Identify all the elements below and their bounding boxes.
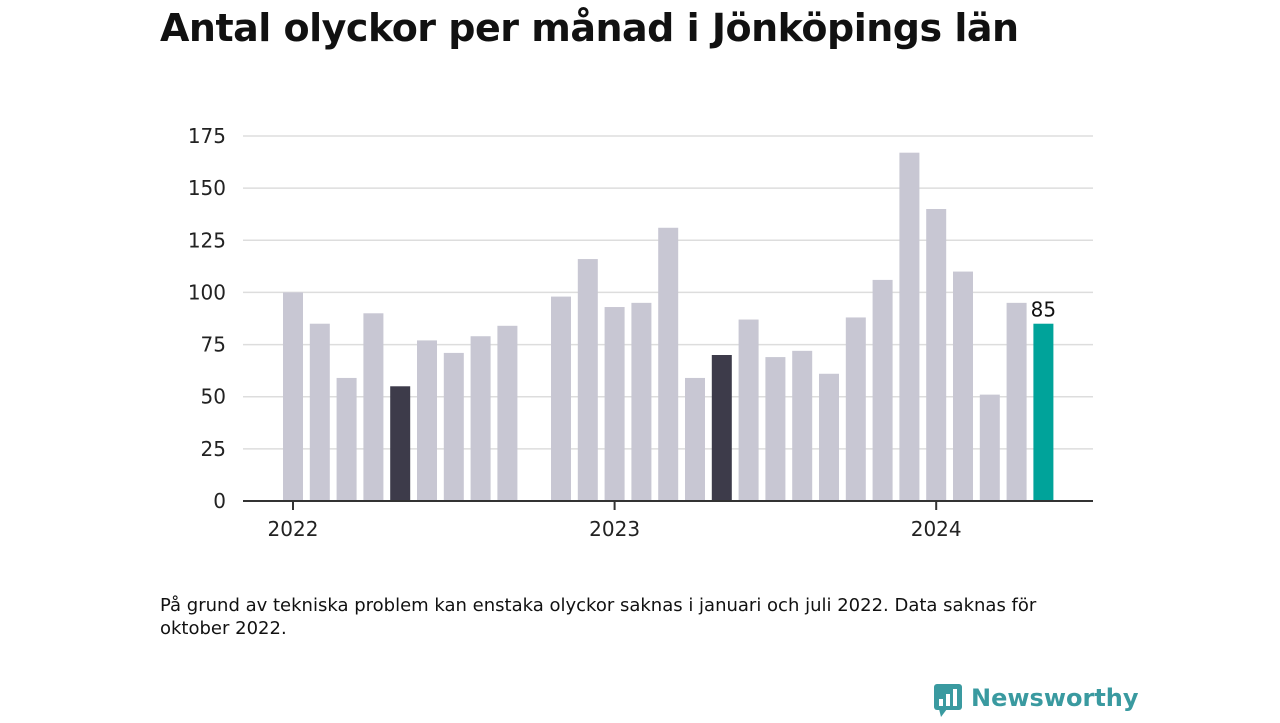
data-labels: 85 (1031, 298, 1056, 322)
bars (283, 152, 1054, 501)
bar-2023-02 (631, 302, 652, 501)
bar-2023-03 (658, 227, 679, 501)
bar-2022-09 (497, 325, 518, 501)
bar-2022-07 (443, 352, 464, 501)
bar-2022-04 (363, 313, 384, 501)
y-tick-label: 75 (201, 333, 226, 357)
x-tick-label: 2023 (589, 517, 640, 541)
x-tick-label: 2022 (268, 517, 319, 541)
bar-2023-05 (711, 355, 732, 501)
bar-2023-07 (765, 357, 786, 501)
bar-2022-08 (470, 336, 491, 501)
bar-2023-11 (872, 279, 893, 501)
bar-2024-05 (1033, 323, 1054, 501)
bar-2024-04 (1006, 302, 1027, 501)
bar-2024-02 (953, 271, 973, 501)
bar-2022-12 (577, 259, 598, 501)
bar-chart: 0 25 50 75 100 125 150 175 85 2022 2023 2024 (188, 124, 1093, 541)
y-tick-label: 0 (213, 489, 226, 513)
bar-2023-04 (685, 377, 705, 501)
bar-2023-12 (899, 152, 920, 501)
newsworthy-logo-icon (934, 684, 962, 717)
bar-2022-03 (336, 377, 357, 501)
bar-2023-10 (845, 317, 866, 501)
bar-2022-11 (551, 296, 571, 501)
x-axis (243, 500, 1093, 510)
y-tick-label: 25 (201, 437, 226, 461)
bar-2022-05 (390, 386, 411, 501)
bar-2024-03 (979, 394, 1000, 501)
bar-2022-06 (417, 340, 437, 501)
x-tick-label: 2024 (911, 517, 962, 541)
bar-2022-01 (283, 292, 303, 501)
chart-title: Antal olyckor per månad i Jönköpings län (160, 6, 1019, 50)
newsworthy-brand[interactable]: Newsworthy (933, 683, 1139, 723)
data-label: 85 (1031, 298, 1056, 322)
bar-2023-06 (738, 319, 759, 501)
bar-2022-02 (309, 323, 330, 501)
y-axis-tick-labels: 0 25 50 75 100 125 150 175 (188, 124, 226, 513)
brand-name: Newsworthy (971, 684, 1139, 712)
bar-2024-01 (926, 209, 947, 501)
y-tick-label: 150 (188, 176, 226, 200)
y-tick-label: 175 (188, 124, 226, 148)
y-tick-label: 100 (188, 280, 226, 304)
bar-2023-09 (819, 373, 839, 501)
bar-2023-01 (604, 307, 625, 501)
bar-2023-08 (792, 350, 813, 501)
y-tick-label: 125 (188, 228, 226, 252)
y-tick-label: 50 (201, 385, 226, 409)
footnote: På grund av tekniska problem kan enstaka… (160, 595, 1037, 639)
x-axis-tick-labels: 2022 2023 2024 (268, 517, 962, 541)
